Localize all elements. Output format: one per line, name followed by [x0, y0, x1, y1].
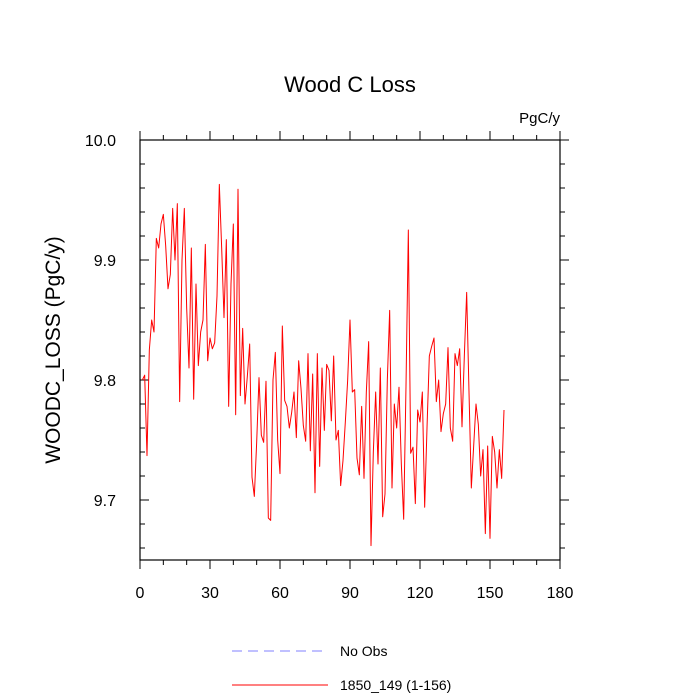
x-tick-label: 150 — [477, 585, 504, 602]
y-tick-label: 10.0 — [85, 133, 116, 150]
units-label: PgC/y — [519, 110, 560, 127]
y-tick-label: 9.9 — [94, 253, 116, 270]
plot-frame — [139, 139, 561, 561]
series-line — [141, 183, 505, 547]
y-tick-label: 9.7 — [94, 493, 116, 510]
plot-series — [141, 183, 505, 547]
y-tick-label: 9.8 — [94, 373, 116, 390]
chart-title: Wood C Loss — [284, 72, 416, 97]
axis-ticks — [139, 131, 569, 569]
x-tick-label: 30 — [201, 585, 219, 602]
x-tick-label: 180 — [547, 585, 574, 602]
axis-tick-labels: 0 30 60 90 120 150 180 9.7 9.8 9.9 10.0 — [85, 133, 574, 602]
x-tick-label: 120 — [407, 585, 434, 602]
x-tick-label: 90 — [341, 585, 359, 602]
y-axis-label: WOODC_LOSS (PgC/y) — [42, 236, 65, 464]
x-tick-label: 60 — [271, 585, 289, 602]
legend-label: No Obs — [340, 643, 387, 659]
x-tick-label: 0 — [136, 585, 145, 602]
legend: No Obs 1850_149 (1-156) — [232, 643, 451, 693]
legend-label: 1850_149 (1-156) — [340, 677, 451, 693]
